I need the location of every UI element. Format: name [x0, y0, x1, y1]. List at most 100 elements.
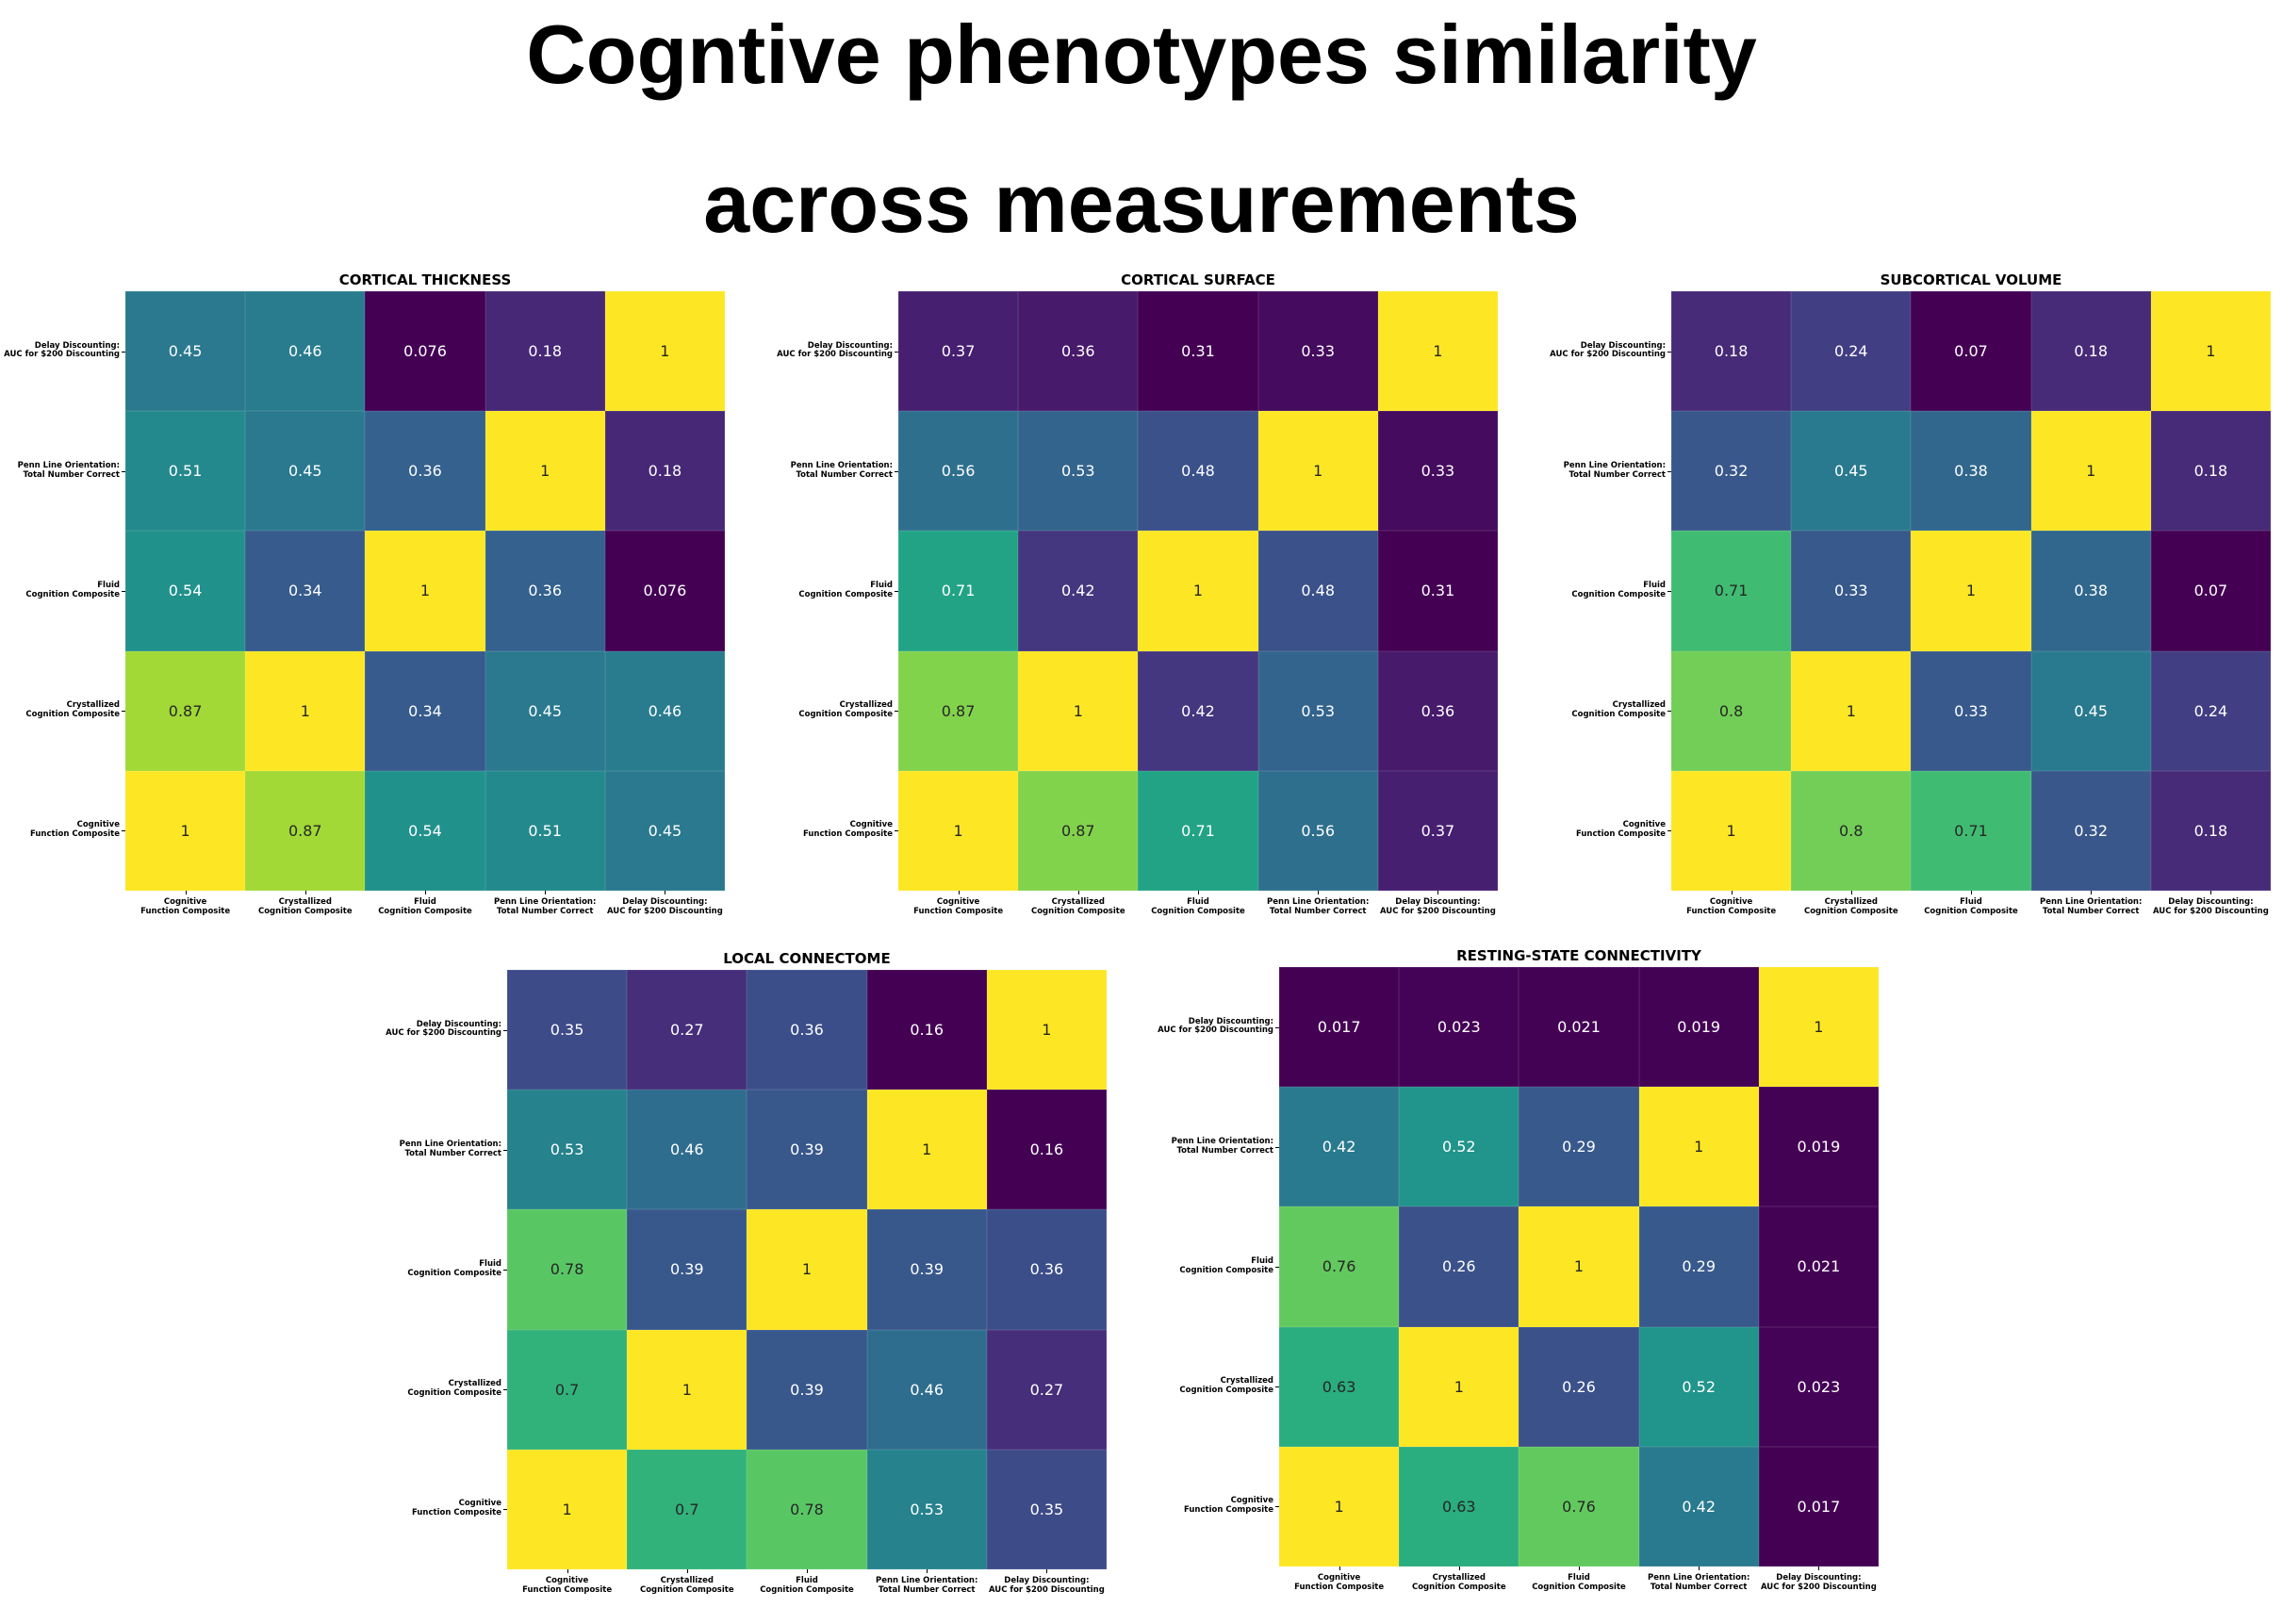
- x-tick-label: Cognitive Function Composite: [1294, 1573, 1385, 1592]
- heatmap-cell: 1: [1911, 531, 2031, 651]
- x-tick-label: Crystallized Cognition Composite: [257, 897, 353, 916]
- x-tick-label: Penn Line Orientation: Total Number Corr…: [1267, 897, 1370, 916]
- heatmap-cell: 0.18: [485, 291, 605, 412]
- heatmap-cell: 0.39: [627, 1209, 747, 1330]
- x-tick-mark: [1818, 1567, 1820, 1570]
- y-tick-mark: [503, 1029, 507, 1031]
- heatmap-cell: 1: [2030, 411, 2151, 532]
- y-tick-mark: [122, 351, 125, 353]
- x-tick-label: Crystallized Cognition Composite: [1030, 897, 1125, 916]
- heatmap-cell: 1: [1791, 650, 1912, 771]
- heatmap-cell: 0.45: [604, 770, 725, 891]
- heatmap-cell: 0.32: [2030, 770, 2151, 891]
- heatmap-cell: 0.31: [1377, 531, 1498, 651]
- heatmap-grid: 1 0.7 0.78 0.53 0.35 0.7 1 0.39 0.46 0.27 0.78 0.39…: [507, 970, 1107, 1569]
- heatmap-cell: 0.56: [898, 411, 1019, 532]
- y-tick-mark: [1667, 711, 1671, 713]
- heatmap-cell: 0.54: [125, 531, 246, 651]
- y-tick-mark: [503, 1270, 507, 1271]
- heatmap-cell: 0.46: [245, 291, 366, 412]
- heatmap-cell: 0.36: [986, 1209, 1107, 1330]
- heatmap-cell: 0.78: [747, 1449, 867, 1569]
- heatmap-cell: 1: [1138, 531, 1258, 651]
- heatmap-panel-subcortical-volume: SUBCORTICAL VOLUME 1 0.8 0.71 0.32 0.18 0.8 1 0…: [1550, 271, 2271, 916]
- heatmap-cell: 0.87: [898, 650, 1019, 771]
- x-tick-label: Fluid Cognition Composite: [1924, 897, 2018, 916]
- heatmap-cell: 0.76: [1279, 1206, 1400, 1327]
- heatmap-cell: 0.29: [1519, 1087, 1639, 1207]
- heatmap-cell: 0.7: [507, 1329, 628, 1450]
- x-tick-mark: [304, 891, 306, 894]
- heatmap-cell: 0.076: [604, 531, 725, 651]
- x-tick-label: Delay Discounting: AUC for $200 Discount…: [2152, 897, 2269, 916]
- panel-title: CORTICAL SURFACE: [1121, 271, 1275, 288]
- heatmap-cell: 0.37: [898, 291, 1019, 412]
- heatmap-cell: 1: [1758, 967, 1879, 1088]
- heatmap-cell: 1: [604, 291, 725, 412]
- heatmap-panel-cortical-surface: CORTICAL SURFACE 1 0.87 0.71 0.56 0.37 0.87 1 0…: [777, 271, 1498, 916]
- y-tick-mark: [1275, 1386, 1279, 1388]
- x-tick-label: Cognitive Function Composite: [140, 897, 231, 916]
- y-tick-label: Penn Line Orientation: Total Number Corr…: [1563, 461, 1666, 480]
- heatmap-cell: 1: [898, 770, 1019, 891]
- x-tick-mark: [1579, 1567, 1580, 1570]
- x-tick-label: Penn Line Orientation: Total Number Corr…: [2040, 897, 2143, 916]
- y-tick-label: Crystallized Cognition Composite: [25, 700, 120, 720]
- x-tick-mark: [686, 1569, 688, 1573]
- heatmap-cell: 0.076: [365, 291, 485, 412]
- heatmap-cell: 0.16: [866, 970, 987, 1091]
- heatmap-cell: 0.36: [1377, 650, 1498, 771]
- y-tick-label: Delay Discounting: AUC for $200 Discount…: [4, 340, 120, 360]
- heatmap-cell: 0.53: [507, 1090, 628, 1210]
- y-tick-mark: [503, 1509, 507, 1511]
- y-tick-mark: [1275, 1146, 1279, 1148]
- heatmap-cell: 0.71: [1138, 770, 1258, 891]
- y-tick-mark: [1275, 1506, 1279, 1508]
- heatmap-cell: 1: [1399, 1326, 1519, 1447]
- heatmap-cell: 0.29: [1638, 1206, 1759, 1327]
- y-tick-label: Fluid Cognition Composite: [1571, 581, 1666, 599]
- heatmap-cell: 1: [747, 1209, 867, 1330]
- x-tick-mark: [1198, 891, 1199, 894]
- heatmap-cell: 0.54: [365, 770, 485, 891]
- x-tick-mark: [1971, 891, 1972, 894]
- heatmap-cell: 1: [365, 531, 485, 651]
- x-tick-mark: [1077, 891, 1079, 894]
- x-tick-label: Fluid Cognition Composite: [1151, 897, 1245, 916]
- x-tick-mark: [1046, 1569, 1048, 1573]
- y-tick-label: Delay Discounting: AUC for $200 Discount…: [1550, 340, 1666, 360]
- x-tick-mark: [807, 1569, 808, 1573]
- heatmap-cell: 0.45: [2030, 650, 2151, 771]
- y-tick-mark: [1275, 1026, 1279, 1028]
- heatmap-cell: 0.24: [2150, 650, 2271, 771]
- heatmap-cell: 0.36: [747, 970, 867, 1091]
- heatmap-cell: 0.18: [2030, 291, 2151, 412]
- heatmap-cell: 0.36: [1018, 291, 1139, 412]
- x-tick-mark: [1731, 891, 1733, 894]
- heatmap-cell: 0.52: [1638, 1326, 1759, 1447]
- heatmap-cell: 1: [245, 650, 366, 771]
- heatmap-panel-local-connectome: LOCAL CONNECTOME 1 0.7 0.78 0.53 0.35 0.7 1 0.3…: [386, 950, 1107, 1595]
- heatmap-cell: 0.35: [986, 1449, 1107, 1569]
- heatmap-cell: 0.51: [485, 770, 605, 891]
- heatmap-cell: 1: [866, 1090, 987, 1210]
- heatmap-cell: 0.45: [485, 650, 605, 771]
- x-tick-mark: [1458, 1567, 1460, 1570]
- x-tick-mark: [1437, 891, 1439, 894]
- heatmap-cell: 0.42: [1638, 1446, 1759, 1567]
- heatmap-cell: 0.017: [1279, 967, 1400, 1088]
- heatmap-cell: 0.87: [125, 650, 246, 771]
- heatmap-cell: 0.46: [604, 650, 725, 771]
- heatmap-cell: 0.019: [1638, 967, 1759, 1088]
- heatmap-cell: 0.023: [1758, 1326, 1879, 1447]
- heatmap-panel-cortical-thickness: CORTICAL THICKNESS 1 0.87 0.54 0.51 0.45 0.87…: [4, 271, 725, 916]
- heatmap-cell: 0.71: [1671, 531, 1792, 651]
- x-tick-mark: [958, 891, 960, 894]
- panel-title: RESTING-STATE CONNECTIVITY: [1456, 947, 1701, 964]
- heatmap-cell: 0.71: [898, 531, 1019, 651]
- heatmap-cell: 0.023: [1399, 967, 1519, 1088]
- heatmap-cell: 0.36: [365, 411, 485, 532]
- x-tick-mark: [567, 1569, 568, 1573]
- heatmap-cell: 0.42: [1018, 531, 1139, 651]
- panel-title: LOCAL CONNECTOME: [723, 950, 891, 967]
